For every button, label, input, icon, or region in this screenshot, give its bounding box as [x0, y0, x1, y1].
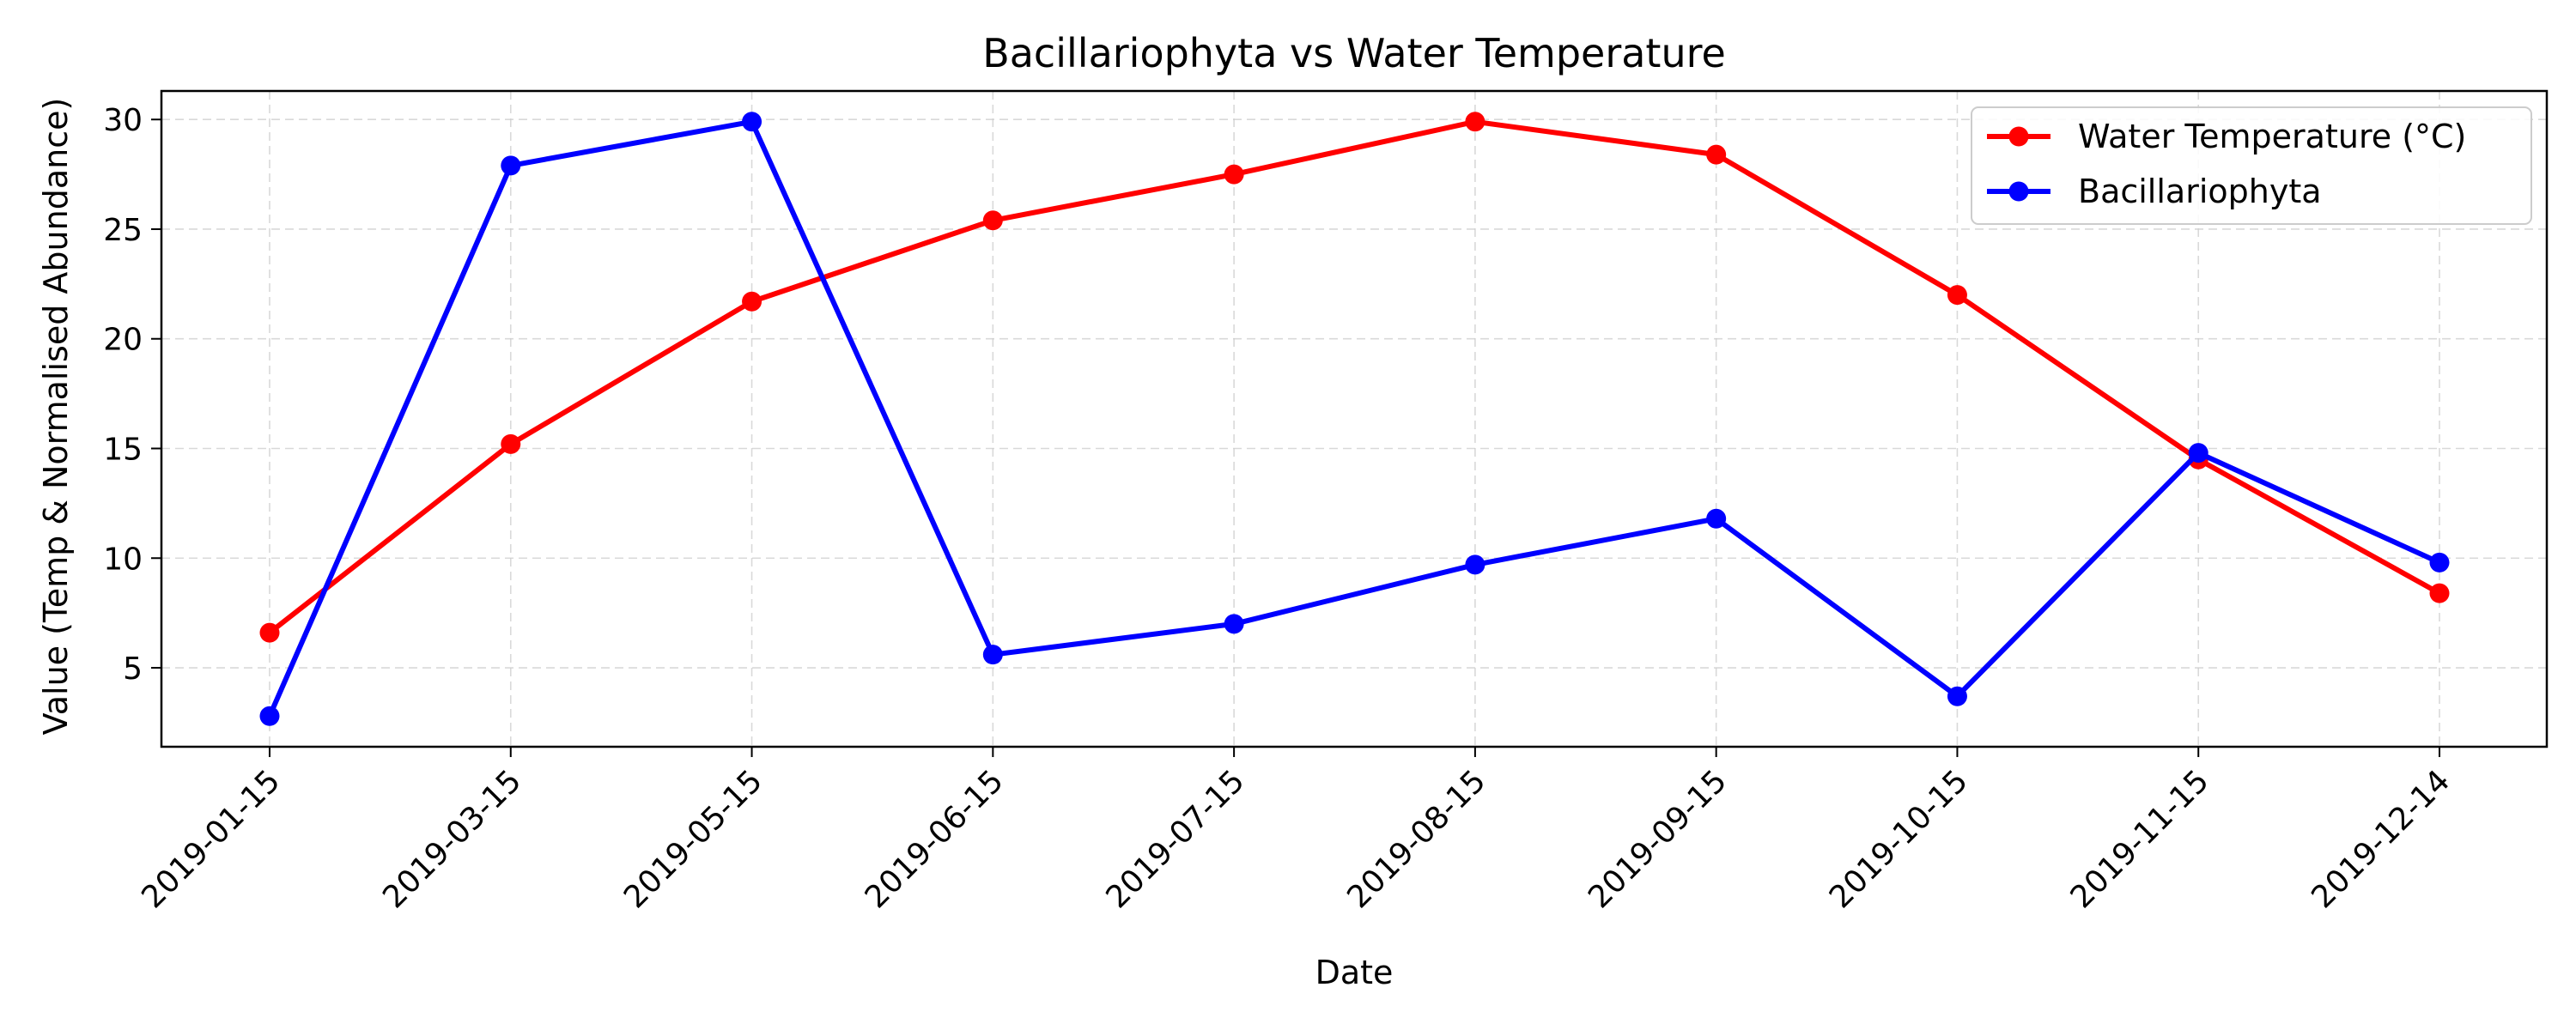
chart-title: Bacillariophyta vs Water Temperature [982, 30, 1726, 76]
series-1-point [1947, 686, 1967, 706]
legend-swatch-marker [2008, 126, 2029, 147]
series-1-point [982, 645, 1003, 665]
series-1-point [2188, 443, 2208, 464]
series-0-point [2429, 583, 2450, 603]
series-1-point [501, 155, 521, 176]
series-0-point [982, 210, 1003, 231]
series-1-point [1224, 614, 1244, 634]
y-tick-label: 20 [103, 323, 143, 358]
series-0-point [259, 622, 280, 643]
y-tick-label: 5 [123, 651, 143, 687]
series-0-point [1465, 112, 1485, 132]
series-0-point [1224, 164, 1244, 185]
series-1-line [267, 118, 2442, 719]
series-0-point [1947, 285, 1967, 306]
series-1-point [1706, 508, 1727, 529]
y-tick-label: 30 [103, 103, 143, 138]
series-0-line [267, 118, 2442, 636]
legend-label: Bacillariophyta [2078, 173, 2322, 210]
y-tick-label: 10 [103, 542, 143, 577]
legend: Water Temperature (°C) Bacillariophyta [1971, 106, 2532, 225]
x-axis-label: Date [1315, 954, 1394, 991]
legend-swatch-marker [2008, 181, 2029, 202]
legend-box [1971, 106, 2532, 225]
y-tick-label: 15 [103, 432, 143, 467]
series-1-point [742, 112, 762, 132]
y-axis-label: Value (Temp & Normalised Abundance) [37, 98, 75, 736]
series-0-point [742, 291, 762, 312]
legend-label: Water Temperature (°C) [2078, 118, 2466, 155]
series-1-point [1465, 554, 1485, 575]
series-1-point [259, 706, 280, 726]
series-layer [259, 112, 2450, 726]
series-0-point [1706, 144, 1727, 165]
y-tick-label: 25 [103, 213, 143, 248]
series-1-point [2429, 552, 2450, 573]
series-0-point [501, 433, 521, 454]
plot-frame [160, 89, 2549, 748]
